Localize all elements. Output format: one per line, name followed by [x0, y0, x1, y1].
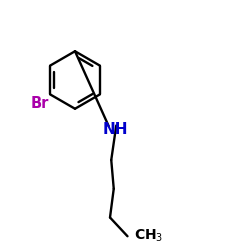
Text: NH: NH	[102, 122, 128, 138]
Text: CH$_3$: CH$_3$	[134, 227, 163, 244]
Text: Br: Br	[30, 96, 49, 110]
